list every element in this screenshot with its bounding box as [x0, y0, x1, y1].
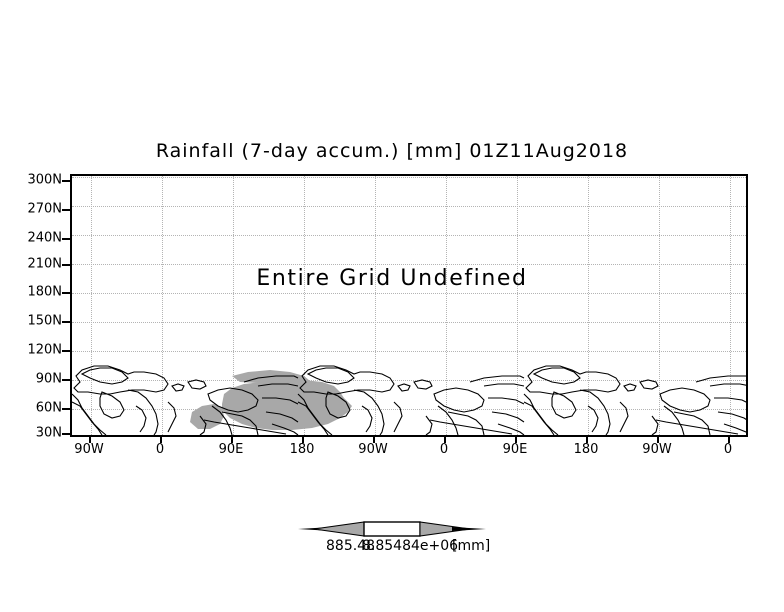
gridline-vertical: [588, 176, 589, 435]
xtick-mark: [728, 437, 730, 443]
ytick-label-300n: 300N: [27, 172, 62, 188]
xtick-label-0-2: 0: [439, 442, 449, 457]
ytick-label-240n: 240N: [27, 230, 62, 246]
xtick-label-180-2: 180: [573, 442, 599, 457]
ytick-mark: [62, 379, 70, 381]
ytick-label-30n: 30N: [35, 425, 62, 441]
gridline-horizontal: [72, 435, 746, 436]
colorbar-units-label: [mm]: [452, 538, 491, 554]
xtick-label-90e-2: 90E: [502, 442, 528, 457]
colorbar-right-extend: [419, 521, 471, 537]
xtick-mark: [586, 437, 588, 443]
gridline-horizontal: [72, 206, 746, 207]
gridline-vertical: [233, 176, 234, 435]
ytick-label-60n: 60N: [35, 400, 62, 416]
gridline-horizontal: [72, 177, 746, 178]
colorbar-center-box: [363, 521, 421, 537]
gridline-horizontal: [72, 235, 746, 236]
xtick-label-0-1: 0: [155, 442, 165, 457]
xtick-label-0-3: 0: [723, 442, 733, 457]
gridline-vertical: [304, 176, 305, 435]
colorbar-right-tail: [452, 527, 486, 531]
xtick-mark: [160, 437, 162, 443]
ytick-mark: [62, 209, 70, 211]
ytick-label-90n: 90N: [35, 371, 62, 387]
gridline-horizontal: [72, 293, 746, 294]
xtick-label-90e-1: 90E: [218, 442, 244, 457]
gridline-vertical: [730, 176, 731, 435]
ytick-mark: [62, 180, 70, 182]
page-title: Rainfall (7-day accum.) [mm] 01Z11Aug201…: [155, 140, 629, 162]
xtick-mark: [373, 437, 375, 443]
map-plot-area: [70, 174, 748, 437]
ytick-mark: [62, 238, 70, 240]
xtick-mark: [231, 437, 233, 443]
colorbar: [298, 516, 486, 542]
xtick-label-180-1: 180: [289, 442, 315, 457]
gridline-horizontal: [72, 409, 746, 410]
xtick-mark: [444, 437, 446, 443]
xtick-mark: [89, 437, 91, 443]
ytick-label-270n: 270N: [27, 201, 62, 217]
colorbar-min-label: 885.48: [326, 538, 375, 554]
ytick-label-150n: 150N: [27, 313, 62, 329]
ytick-mark: [62, 264, 70, 266]
ytick-label-210n: 210N: [27, 256, 62, 272]
gridline-vertical: [517, 176, 518, 435]
gridline-vertical: [91, 176, 92, 435]
gridline-vertical: [659, 176, 660, 435]
shaded-data-region: [190, 370, 352, 430]
gridline-horizontal: [72, 264, 746, 265]
xtick-mark: [657, 437, 659, 443]
ytick-mark: [62, 292, 70, 294]
xtick-label-90w-2: 90W: [358, 442, 388, 457]
ytick-label-180n: 180N: [27, 284, 62, 300]
xtick-label-90w-3: 90W: [642, 442, 672, 457]
xtick-label-90w-1: 90W: [74, 442, 104, 457]
colorbar-max-label: 8.85484e+06: [362, 538, 459, 554]
gridline-horizontal: [72, 322, 746, 323]
ytick-mark: [62, 321, 70, 323]
gridline-horizontal: [72, 351, 746, 352]
world-coastlines-map: [72, 365, 746, 435]
gridline-vertical: [375, 176, 376, 435]
gridline-vertical: [446, 176, 447, 435]
ytick-mark: [62, 350, 70, 352]
colorbar-left-extend: [313, 521, 365, 537]
xtick-mark: [515, 437, 517, 443]
ytick-label-120n: 120N: [27, 342, 62, 358]
xtick-mark: [302, 437, 304, 443]
ytick-mark: [62, 408, 70, 410]
undefined-grid-message: Entire Grid Undefined: [256, 266, 528, 291]
colorbar-graphic: [298, 521, 486, 537]
gridline-horizontal: [72, 380, 746, 381]
gridline-vertical: [162, 176, 163, 435]
ytick-mark: [62, 433, 70, 435]
